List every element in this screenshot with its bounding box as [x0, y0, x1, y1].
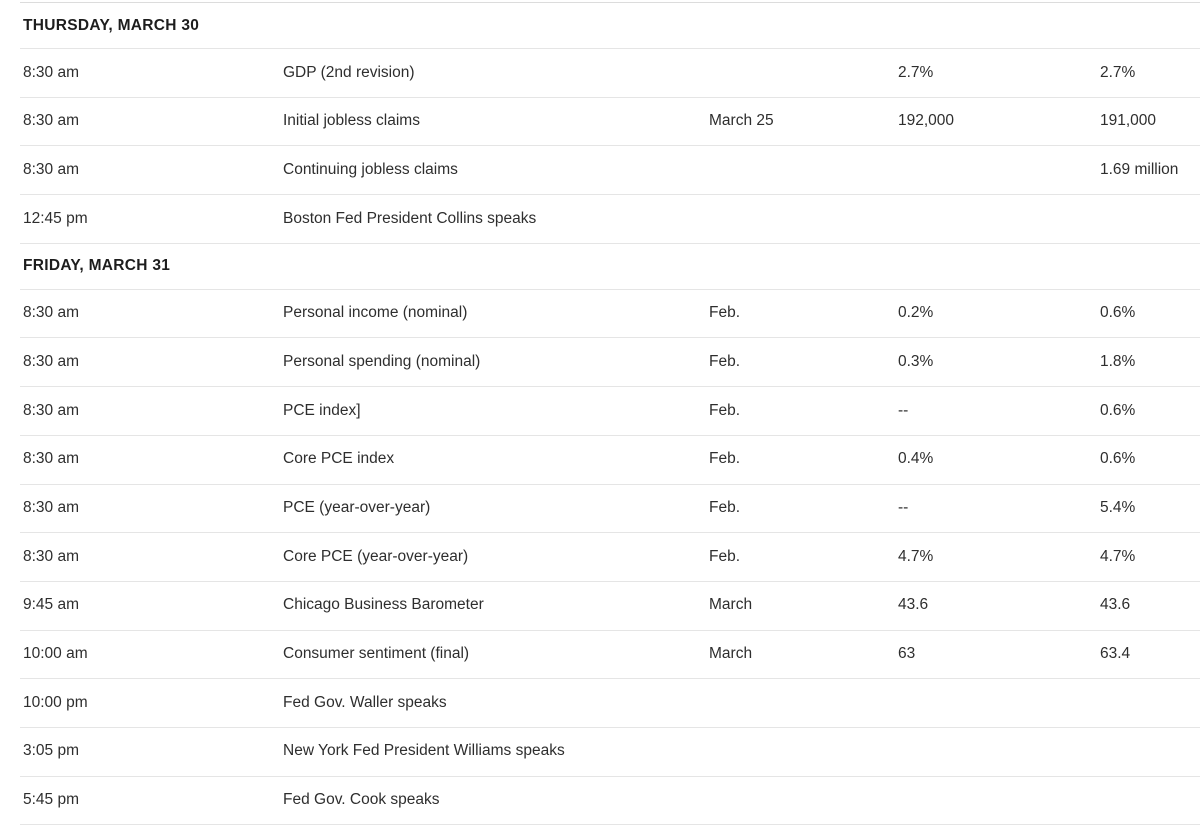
cell-actual: 43.6 [898, 596, 929, 614]
table-row: 8:30 am Continuing jobless claims 1.69 mil… [20, 146, 1200, 196]
cell-period: Feb. [709, 352, 741, 370]
cell-event: PCE (year-over-year) [283, 499, 431, 517]
table-row: 10:00 pm Fed Gov. Waller speaks [20, 679, 1200, 728]
cell-period: Feb. [709, 450, 741, 468]
section-header-label: FRIDAY, MARCH 31 [23, 257, 171, 275]
cell-previous: 4.7% [1100, 547, 1136, 565]
section-header-label: THURSDAY, MARCH 30 [23, 16, 200, 34]
cell-period: March [709, 596, 753, 614]
cell-time: 8:30 am [23, 499, 80, 517]
cell-event: Fed Gov. Cook speaks [283, 791, 440, 809]
cell-event: Core PCE (year-over-year) [283, 547, 469, 565]
cell-event: Initial jobless claims [283, 112, 420, 130]
cell-period: Feb. [709, 547, 741, 565]
cell-event: PCE index] [283, 401, 361, 419]
cell-event: Fed Gov. Waller speaks [283, 693, 447, 711]
table-row: 8:30 am Personal income (nominal) Feb. 0.2%… [20, 290, 1200, 339]
cell-previous: 63.4 [1100, 645, 1131, 663]
table-row: 8:30 am PCE (year-over-year) Feb. -- 5.4% [20, 485, 1200, 534]
table-row: 5:45 pm Fed Gov. Cook speaks [20, 777, 1200, 826]
cell-time: 8:30 am [23, 112, 80, 130]
cell-time: 8:30 am [23, 160, 80, 178]
cell-previous: 191,000 [1100, 112, 1157, 130]
cell-previous: 1.8% [1100, 352, 1136, 370]
partial-top-divider [20, 2, 1200, 3]
cell-event: GDP (2nd revision) [283, 63, 415, 81]
cell-time: 8:30 am [23, 304, 80, 322]
table-row: 8:30 am Core PCE (year-over-year) Feb. 4.7%… [20, 533, 1200, 582]
cell-time: 3:05 pm [23, 742, 80, 760]
cell-previous: 0.6% [1100, 450, 1136, 468]
cell-period: Feb. [709, 499, 741, 517]
cell-time: 8:30 am [23, 352, 80, 370]
cell-event: New York Fed President Williams speaks [283, 742, 565, 760]
cell-event: Consumer sentiment (final) [283, 645, 470, 663]
cell-time: 8:30 am [23, 450, 80, 468]
cell-period: Feb. [709, 401, 741, 419]
cell-event: Continuing jobless claims [283, 160, 458, 178]
table-row: 8:30 am GDP (2nd revision) 2.7% 2.7% [20, 49, 1200, 98]
table-row: 10:00 am Consumer sentiment (final) March 6… [20, 631, 1200, 680]
cell-event: Personal income (nominal) [283, 304, 468, 322]
table-row: 12:45 pm Boston Fed President Collins spe… [20, 195, 1200, 244]
table-row: 3:05 pm New York Fed President Williams s… [20, 728, 1200, 777]
cell-event: Personal spending (nominal) [283, 352, 481, 370]
cell-actual: 192,000 [898, 112, 955, 130]
cell-time: 10:00 pm [23, 693, 88, 711]
cell-time: 9:45 am [23, 596, 80, 614]
table-row: 8:30 am Personal spending (nominal) Feb. 0.… [20, 338, 1200, 388]
cell-time: 12:45 pm [23, 209, 88, 227]
cell-actual: 2.7% [898, 63, 934, 81]
cell-previous: 2.7% [1100, 63, 1136, 81]
section-header-row: FRIDAY, MARCH 31 [20, 244, 1200, 290]
cell-actual: 0.2% [898, 304, 934, 322]
cell-time: 8:30 am [23, 63, 80, 81]
calendar-rows: THURSDAY, MARCH 30 8:30 am GDP (2nd revisi… [20, 3, 1200, 826]
cell-previous: 1.69 million [1100, 160, 1179, 178]
table-row: 8:30 am Core PCE index Feb. 0.4% 0.6% [20, 436, 1200, 485]
cell-actual: 0.4% [898, 450, 934, 468]
cell-time: 8:30 am [23, 547, 80, 565]
cell-time: 8:30 am [23, 401, 80, 419]
cell-previous: 43.6 [1100, 596, 1131, 614]
cell-actual: 4.7% [898, 547, 934, 565]
cell-period: March 25 [709, 112, 774, 130]
cell-event: Chicago Business Barometer [283, 596, 484, 614]
table-row: 8:30 am PCE index] Feb. -- 0.6% [20, 387, 1200, 436]
cell-actual: -- [898, 499, 909, 517]
section-header-row: THURSDAY, MARCH 30 [20, 3, 1200, 49]
cell-period: March [709, 645, 753, 663]
table-row: 8:30 am Initial jobless claims March 25 192… [20, 98, 1200, 147]
cell-actual: -- [898, 401, 909, 419]
cell-actual: 63 [898, 645, 916, 663]
table-row: 9:45 am Chicago Business Barometer March 43… [20, 582, 1200, 631]
cell-previous: 0.6% [1100, 304, 1136, 322]
cell-previous: 5.4% [1100, 499, 1136, 517]
cell-actual: 0.3% [898, 352, 934, 370]
cell-time: 10:00 am [23, 645, 88, 663]
cell-period: Feb. [709, 304, 741, 322]
cell-previous: 0.6% [1100, 401, 1136, 419]
cell-event: Core PCE index [283, 450, 395, 468]
cell-event: Boston Fed President Collins speaks [283, 209, 537, 227]
cell-time: 5:45 pm [23, 791, 80, 809]
